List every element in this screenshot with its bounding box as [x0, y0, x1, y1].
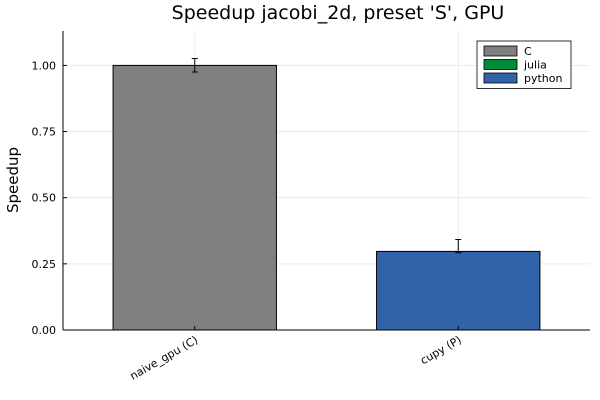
x-tick-label: naive_gpu (C)	[128, 333, 201, 382]
y-ticks: 0.00 0.25 0.50 0.75 1.00	[32, 59, 67, 337]
y-tick-label: 0.25	[32, 258, 57, 271]
bar-1	[112, 64, 277, 331]
x-ticks: naive_gpu (C) cupy (P)	[128, 326, 464, 383]
error-bars	[191, 58, 462, 254]
y-axis-label: Speedup	[4, 147, 22, 213]
chart-title: Speedup jacobi_2d, preset 'S', GPU	[172, 2, 505, 24]
legend-swatch-C	[483, 45, 518, 57]
legend-swatch-python	[483, 72, 518, 84]
y-tick-label: 0.00	[32, 324, 57, 337]
y-tick-label: 0.50	[32, 192, 57, 205]
y-tick-label: 1.00	[32, 59, 57, 72]
legend-label-C: C	[524, 45, 532, 58]
x-tick-label: cupy (P)	[418, 333, 464, 367]
axes	[62, 31, 590, 331]
y-tick-label: 0.75	[32, 126, 57, 139]
legend-label-julia: julia	[523, 59, 547, 72]
legend-label-python: python	[524, 72, 563, 85]
bar-2	[376, 250, 541, 331]
legend-swatch-julia	[483, 59, 518, 70]
